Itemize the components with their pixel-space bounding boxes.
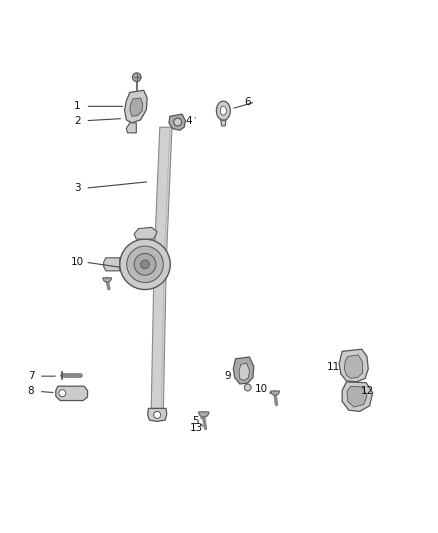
Text: 5: 5 (192, 416, 198, 426)
Text: 2: 2 (74, 116, 81, 126)
Polygon shape (134, 228, 157, 239)
Polygon shape (233, 357, 254, 384)
Polygon shape (342, 382, 373, 411)
Text: 3: 3 (74, 183, 81, 193)
Polygon shape (104, 258, 120, 271)
Circle shape (132, 73, 141, 82)
Circle shape (174, 118, 182, 126)
Text: 8: 8 (28, 386, 34, 397)
Wedge shape (271, 391, 279, 395)
Text: 7: 7 (28, 371, 34, 381)
Circle shape (59, 390, 66, 397)
Polygon shape (124, 90, 147, 123)
Polygon shape (130, 98, 143, 116)
Polygon shape (339, 349, 368, 382)
Text: 10: 10 (255, 384, 268, 394)
Polygon shape (347, 386, 367, 407)
Polygon shape (239, 363, 250, 381)
Text: 11: 11 (326, 361, 339, 372)
Circle shape (120, 239, 170, 289)
Polygon shape (151, 260, 166, 415)
Text: 9: 9 (224, 371, 231, 381)
Text: 10: 10 (71, 257, 84, 267)
Polygon shape (148, 408, 167, 422)
Polygon shape (344, 355, 363, 378)
Circle shape (244, 384, 251, 391)
Text: 1: 1 (74, 101, 81, 111)
Polygon shape (216, 101, 230, 120)
Polygon shape (154, 127, 172, 260)
Polygon shape (220, 107, 226, 115)
Wedge shape (103, 278, 112, 282)
Circle shape (154, 411, 161, 418)
Circle shape (127, 246, 163, 282)
Text: 4: 4 (185, 116, 192, 126)
Text: 13: 13 (190, 423, 203, 433)
Polygon shape (56, 386, 88, 400)
Text: 6: 6 (244, 97, 251, 107)
Circle shape (141, 260, 149, 269)
Circle shape (134, 254, 156, 275)
Wedge shape (198, 412, 209, 417)
Polygon shape (221, 120, 226, 126)
Text: 12: 12 (360, 386, 374, 397)
Polygon shape (169, 114, 185, 130)
Polygon shape (126, 123, 136, 133)
